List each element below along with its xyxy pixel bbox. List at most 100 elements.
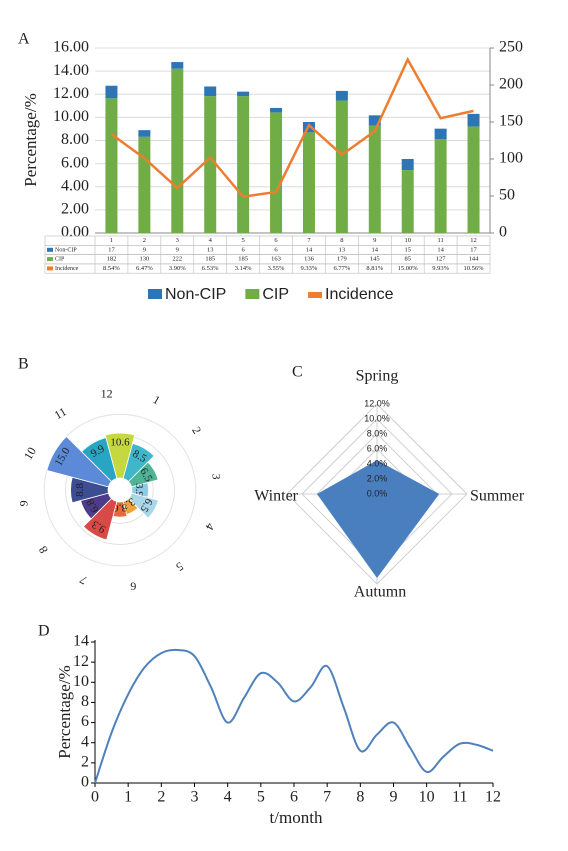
x-tick-label: 9 [390,789,398,806]
bar-segment [467,126,480,233]
y-tick-label: 12.00 [53,85,89,102]
value-label: 8.8 [74,483,86,497]
y2-tick-label: 200 [499,76,523,93]
y-tick-label: 0.00 [61,224,89,241]
table-cell: 182 [107,256,117,263]
bar-segment [302,132,315,233]
line [94,648,494,784]
table-cell: 6.53% [202,265,219,272]
bar-segment [171,68,184,233]
rose-sector [104,432,136,479]
rose-sector [122,442,155,483]
table-cell: 144 [469,256,480,263]
table-cell: 9 [143,246,146,253]
bar-segment [434,139,447,233]
bar-segment [105,85,118,99]
y-tick-label: 6 [81,713,89,730]
x-tick-label: 8 [356,789,364,806]
table-row-label: Non-CIP [55,247,77,253]
panel-label: D [38,623,50,640]
month-label: 10 [21,445,39,462]
month-label: 8 [36,544,51,556]
y-tick-label: 6.00 [61,154,89,171]
y-tick-label: 0 [81,774,89,791]
axis-label: Autumn [354,584,406,601]
bar-segment [237,96,250,233]
table-cell: 85 [404,256,411,263]
panel-label: A [18,31,30,48]
table-cell: 15.00% [398,265,419,272]
table-cell: 3.14% [235,265,252,272]
y2-tick-label: 50 [499,187,515,204]
month-label: 11 [52,404,69,422]
table-cell: 6 [242,246,246,253]
y-tick-label: 2.00 [61,201,89,218]
table-cell: 136 [304,256,315,263]
x-tick-label: 3 [191,789,199,806]
axis-label: Winter [254,488,298,505]
bar-segment [401,170,414,233]
x-tick-label: 0 [91,789,99,806]
table-cell: 11 [437,237,443,244]
table-row-label: CIP [55,257,65,263]
table-cell: 17 [108,246,115,253]
table-cell: 15 [404,246,411,253]
table-cell: 7 [307,237,311,244]
table-cell: 179 [337,256,347,263]
table-cell: 6.77% [333,265,350,272]
r-tick-label: 6.0% [367,443,388,453]
y-tick-label: 16.00 [53,39,89,56]
y-tick-label: 14 [73,633,89,650]
panel-label: C [292,364,303,381]
r-tick-label: 8.0% [367,428,388,438]
bar-segment [105,98,118,233]
table-cell: 9.93% [432,265,449,272]
legend-swatch [47,266,53,271]
table-cell: 3.90% [169,265,186,272]
month-label: 12 [101,387,113,401]
y-tick-label: 4.00 [61,177,89,194]
month-label: 7 [77,573,89,588]
y2-tick-label: 0 [499,224,507,241]
table-cell: 4 [209,237,213,244]
axis-label: Summer [470,488,525,505]
x-tick-label: 4 [224,789,232,806]
table-cell: 9 [176,246,179,253]
month-label: 1 [150,392,162,407]
y2-tick-label: 250 [499,39,523,56]
table-cell: 6.47% [136,265,153,272]
x-tick-label: 7 [323,789,331,806]
table-cell: 6 [274,246,278,253]
bar-segment [138,136,151,233]
grid-ring [43,413,197,567]
table-cell: 2 [143,237,146,244]
bar-segment [401,159,414,171]
bar-segment [138,130,151,137]
y-tick-label: 10 [73,673,89,690]
y-tick-label: 8 [81,693,89,710]
legend-swatch [308,292,323,298]
bar-segment [368,115,381,126]
y-tick-label: 4 [81,733,89,750]
table-cell: 13 [339,246,346,253]
table-cell: 127 [436,256,447,263]
legend-label: CIP [262,286,289,303]
legend-swatch [47,257,53,262]
value-label: 3.9 [133,483,145,497]
table-cell: 8.81% [366,265,383,272]
bar-segment [204,96,217,233]
table-row [44,263,491,274]
table-cell: 6 [274,237,278,244]
bar-segment [368,125,381,233]
x-tick-label: 12 [485,789,501,806]
month-label: 6 [130,579,136,593]
bar-segment [237,91,250,97]
table-cell: 10.56% [464,265,485,272]
y2-tick-label: 100 [499,150,523,167]
bar-segment [467,113,480,127]
bar-segment [335,90,348,101]
r-tick-label: 4.0% [367,458,388,468]
table-cell: 185 [205,256,215,263]
table-cell: 3.55% [268,265,285,272]
x-tick-label: 5 [257,789,265,806]
